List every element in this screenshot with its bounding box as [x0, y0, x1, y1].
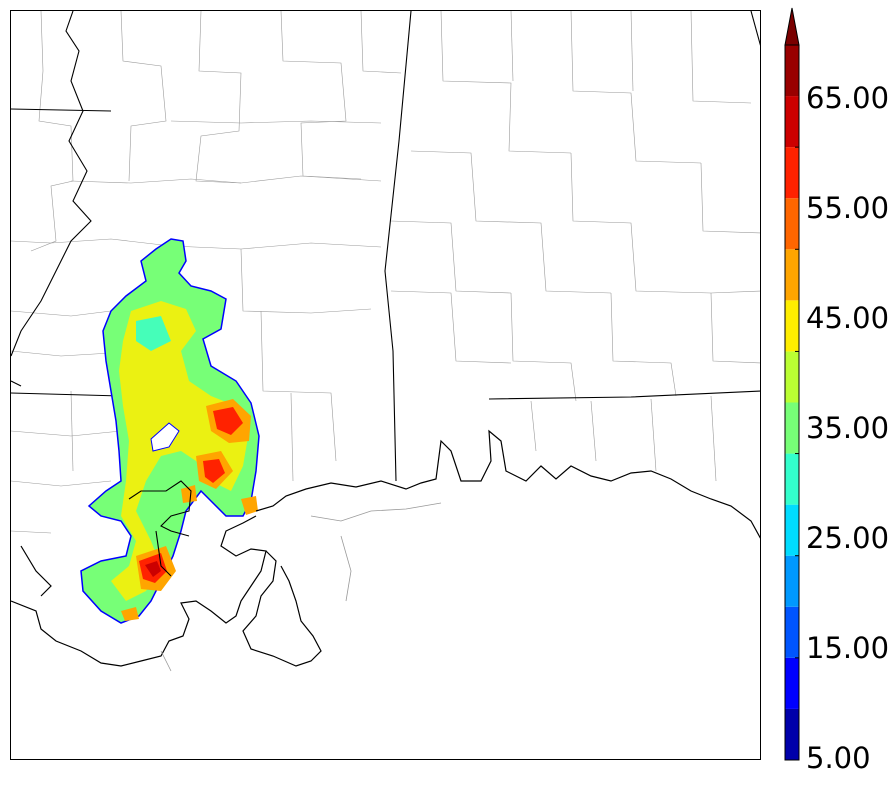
colorbar-label-25: 25.00 [806, 521, 890, 555]
colorbar-bin-10 [785, 198, 799, 250]
colorbar-label-5: 5.00 [806, 741, 871, 775]
coastline-la [11, 515, 267, 667]
colorbar-bin-0 [785, 708, 799, 760]
coastline-delta [242, 550, 322, 667]
colorbar-bin-1 [785, 657, 799, 709]
colorbar-bin-8 [785, 300, 799, 352]
coastline-lake [20, 545, 52, 597]
river-line [11, 11, 92, 357]
colorbar-bins [784, 7, 800, 761]
colorbar-bin-6 [785, 402, 799, 454]
colorbar-label-55: 55.00 [806, 191, 890, 225]
reflectivity-cyan-patch [136, 316, 171, 351]
reflectivity-map [11, 11, 760, 672]
colorbar-bin-5 [785, 453, 799, 505]
coastline [255, 429, 760, 539]
reflectivity-yellow [111, 301, 249, 601]
colorbar-bin-7 [785, 351, 799, 403]
colorbar-bin-3 [785, 555, 799, 607]
river-line-2 [11, 380, 22, 387]
barrier-islands [160, 502, 442, 672]
reflectivity-red-2 [203, 459, 225, 483]
colorbar-label-35: 35.00 [806, 411, 890, 445]
colorbar-label-65: 65.00 [806, 81, 890, 115]
reflectivity-orange-5 [121, 607, 139, 621]
reflectivity-orange-6 [181, 485, 197, 503]
colorbar-bin-9 [785, 249, 799, 301]
colorbar-outline [784, 44, 800, 761]
reflectivity-darkred-3 [145, 561, 161, 577]
reflectivity-orange-4 [241, 496, 258, 515]
reflectivity-red-1 [213, 407, 243, 435]
reflectivity-field [80, 238, 260, 624]
colorbar-bin-2 [785, 606, 799, 658]
colorbar-bin-12 [785, 96, 799, 148]
boundaries-overlay [128, 480, 192, 577]
colorbar-bin-11 [785, 147, 799, 199]
colorbar-label-15: 15.00 [806, 631, 890, 665]
map-panel [10, 10, 761, 760]
colorbar-label-45: 45.00 [806, 301, 890, 335]
colorbar [775, 0, 894, 785]
colorbar-extend-arrow [784, 7, 800, 46]
colorbar-bin-13 [785, 45, 799, 97]
county-boundaries [11, 11, 760, 534]
colorbar-bin-4 [785, 504, 799, 556]
reflectivity-hole [150, 422, 180, 452]
